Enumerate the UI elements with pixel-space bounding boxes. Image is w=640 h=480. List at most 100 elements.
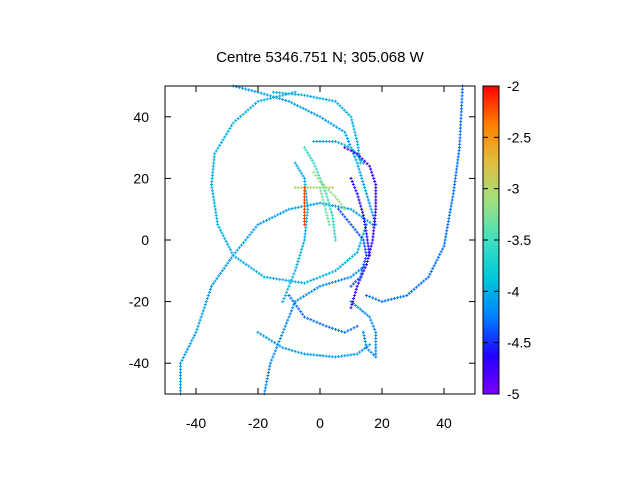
scatter-point <box>371 232 375 236</box>
scatter-point <box>239 259 243 263</box>
scatter-point <box>295 104 299 108</box>
scatter-point <box>360 157 364 161</box>
scatter-point <box>226 242 230 246</box>
scatter-point <box>340 354 344 358</box>
scatter-point <box>337 328 341 332</box>
scatter-point <box>373 213 377 217</box>
scatter-point <box>253 89 257 93</box>
scatter-point <box>330 210 334 214</box>
scatter-point <box>427 275 430 279</box>
scatter-point <box>289 309 293 313</box>
scatter-point <box>360 215 364 219</box>
scatter-point <box>303 213 306 217</box>
scatter-point <box>369 244 373 248</box>
scatter-point <box>323 204 327 208</box>
scatter-point <box>327 281 331 285</box>
scatter-point <box>449 204 453 208</box>
scatter-point <box>338 265 342 269</box>
scatter-point <box>281 98 285 102</box>
scatter-point <box>183 353 187 357</box>
scatter-point <box>459 116 463 120</box>
scatter-point <box>265 97 269 101</box>
scatter-point <box>303 210 306 214</box>
scatter-point <box>372 226 376 230</box>
scatter-point <box>349 115 353 119</box>
scatter-point <box>334 204 337 208</box>
scatter-point <box>215 277 219 280</box>
scatter-point <box>306 186 310 190</box>
scatter-point <box>244 262 248 266</box>
scatter-point <box>285 321 289 325</box>
scatter-point <box>299 296 303 300</box>
scatter-point <box>367 201 371 205</box>
scatter-point <box>364 250 368 254</box>
scatter-point <box>283 293 287 297</box>
scatter-point <box>248 233 252 237</box>
scatter-point <box>374 183 378 187</box>
scatter-point <box>331 220 335 224</box>
x-tick-label: 40 <box>436 415 452 431</box>
scatter-point <box>315 276 319 280</box>
scatter-point <box>254 102 258 106</box>
colorbar-tick-label: -5 <box>507 386 520 402</box>
scatter-point <box>309 94 313 98</box>
scatter-point <box>262 220 266 224</box>
scatter-point <box>287 207 291 211</box>
scatter-point <box>298 253 302 257</box>
scatter-point <box>295 304 299 308</box>
scatter-point <box>330 213 334 217</box>
scatter-point <box>353 186 357 190</box>
scatter-point <box>345 110 349 114</box>
scatter-point <box>215 220 219 224</box>
scatter-point <box>351 121 355 125</box>
scatter-point <box>417 283 421 287</box>
scatter-point <box>354 158 358 162</box>
scatter-point <box>431 267 435 271</box>
scatter-point <box>301 244 305 248</box>
scatter-point <box>239 243 243 247</box>
scatter-point <box>446 223 450 227</box>
scatter-point <box>284 98 288 102</box>
scatter-point <box>293 302 297 306</box>
scatter-point <box>300 247 304 251</box>
scatter-point <box>363 244 367 248</box>
scatter-point <box>263 389 267 393</box>
scatter-point <box>303 183 307 187</box>
scatter-point <box>303 195 306 199</box>
scatter-point <box>366 198 370 202</box>
scatter-point <box>374 204 378 208</box>
scatter-point <box>270 358 274 362</box>
scatter-point <box>315 186 319 190</box>
scatter-point <box>334 280 337 284</box>
scatter-point <box>327 325 331 329</box>
scatter-point <box>370 210 374 214</box>
scatter-point <box>368 204 372 208</box>
scatter-point <box>325 195 329 199</box>
scatter-point <box>250 89 254 93</box>
x-tick-label: 0 <box>316 415 324 431</box>
scatter-point <box>353 290 357 294</box>
scatter-point <box>281 278 285 282</box>
scatter-point <box>318 179 322 183</box>
scatter-point <box>365 219 369 223</box>
scatter-point <box>246 235 250 239</box>
scatter-point <box>370 321 374 325</box>
scatter-point <box>348 143 352 147</box>
scatter-point <box>272 352 276 356</box>
scatter-point <box>275 95 279 99</box>
scatter-point <box>443 241 447 245</box>
scatter-point <box>293 92 297 96</box>
scatter-point <box>315 113 319 117</box>
scatter-point <box>179 364 182 368</box>
scatter-point <box>303 207 306 211</box>
scatter-point <box>336 102 340 106</box>
scatter-point <box>312 202 316 206</box>
scatter-point <box>349 275 353 279</box>
scatter-point <box>289 278 293 282</box>
scatter-point <box>357 167 361 171</box>
scatter-point <box>344 133 348 137</box>
scatter-point <box>293 349 297 353</box>
scatter-point <box>345 136 349 140</box>
colorbar-tick-label: -2 <box>507 78 520 94</box>
scatter-point <box>179 386 182 390</box>
